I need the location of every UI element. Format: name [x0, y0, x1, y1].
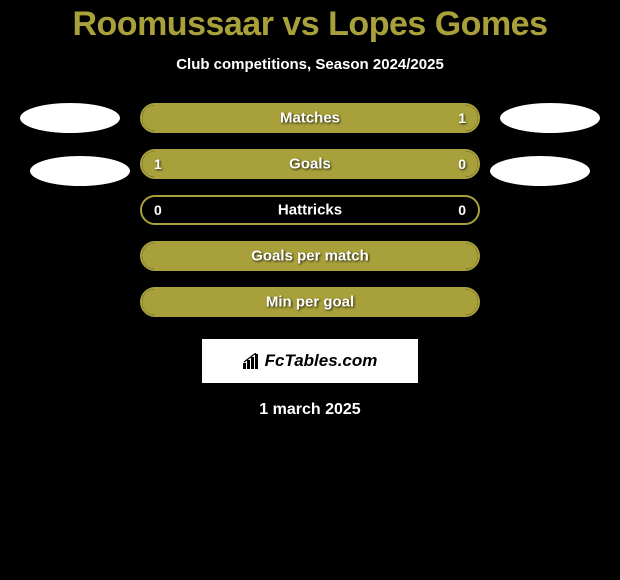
stat-row-goals-per-match: Goals per match	[10, 241, 610, 271]
branding-banner: FcTables.com	[202, 339, 418, 383]
stat-row-hattricks: 0 Hattricks 0	[10, 195, 610, 225]
bar-hattricks: 0 Hattricks 0	[140, 195, 480, 225]
chart-icon	[243, 353, 261, 369]
bar-label: Min per goal	[266, 294, 354, 311]
bar-min-per-goal: Min per goal	[140, 287, 480, 317]
player-left-avatar	[20, 103, 120, 133]
bar-right-value: 0	[458, 156, 466, 172]
subtitle: Club competitions, Season 2024/2025	[176, 56, 444, 73]
player-right-avatar	[490, 156, 590, 186]
stat-row-matches: Matches 1	[10, 103, 610, 133]
page-title: Roomussaar vs Lopes Gomes	[72, 5, 547, 44]
branding-text: FcTables.com	[243, 351, 378, 371]
stats-area: Matches 1 1 Goals 0 0 Hattricks 0	[10, 103, 610, 419]
bar-goals: 1 Goals 0	[140, 149, 480, 179]
bar-label: Hattricks	[278, 202, 342, 219]
stat-row-min-per-goal: Min per goal	[10, 287, 610, 317]
bar-left-value: 1	[154, 156, 162, 172]
bar-left-value: 0	[154, 202, 162, 218]
bar-matches: Matches 1	[140, 103, 480, 133]
bar-label: Matches	[280, 110, 340, 127]
bar-left-fill	[142, 151, 397, 177]
stat-row-goals: 1 Goals 0	[10, 149, 610, 179]
bar-goals-per-match: Goals per match	[140, 241, 480, 271]
player-right-avatar	[500, 103, 600, 133]
bar-label: Goals	[289, 156, 331, 173]
bar-right-value: 0	[458, 202, 466, 218]
date-text: 1 march 2025	[259, 401, 360, 419]
bar-right-value: 1	[458, 110, 466, 126]
player-left-avatar	[30, 156, 130, 186]
bar-label: Goals per match	[251, 248, 369, 265]
